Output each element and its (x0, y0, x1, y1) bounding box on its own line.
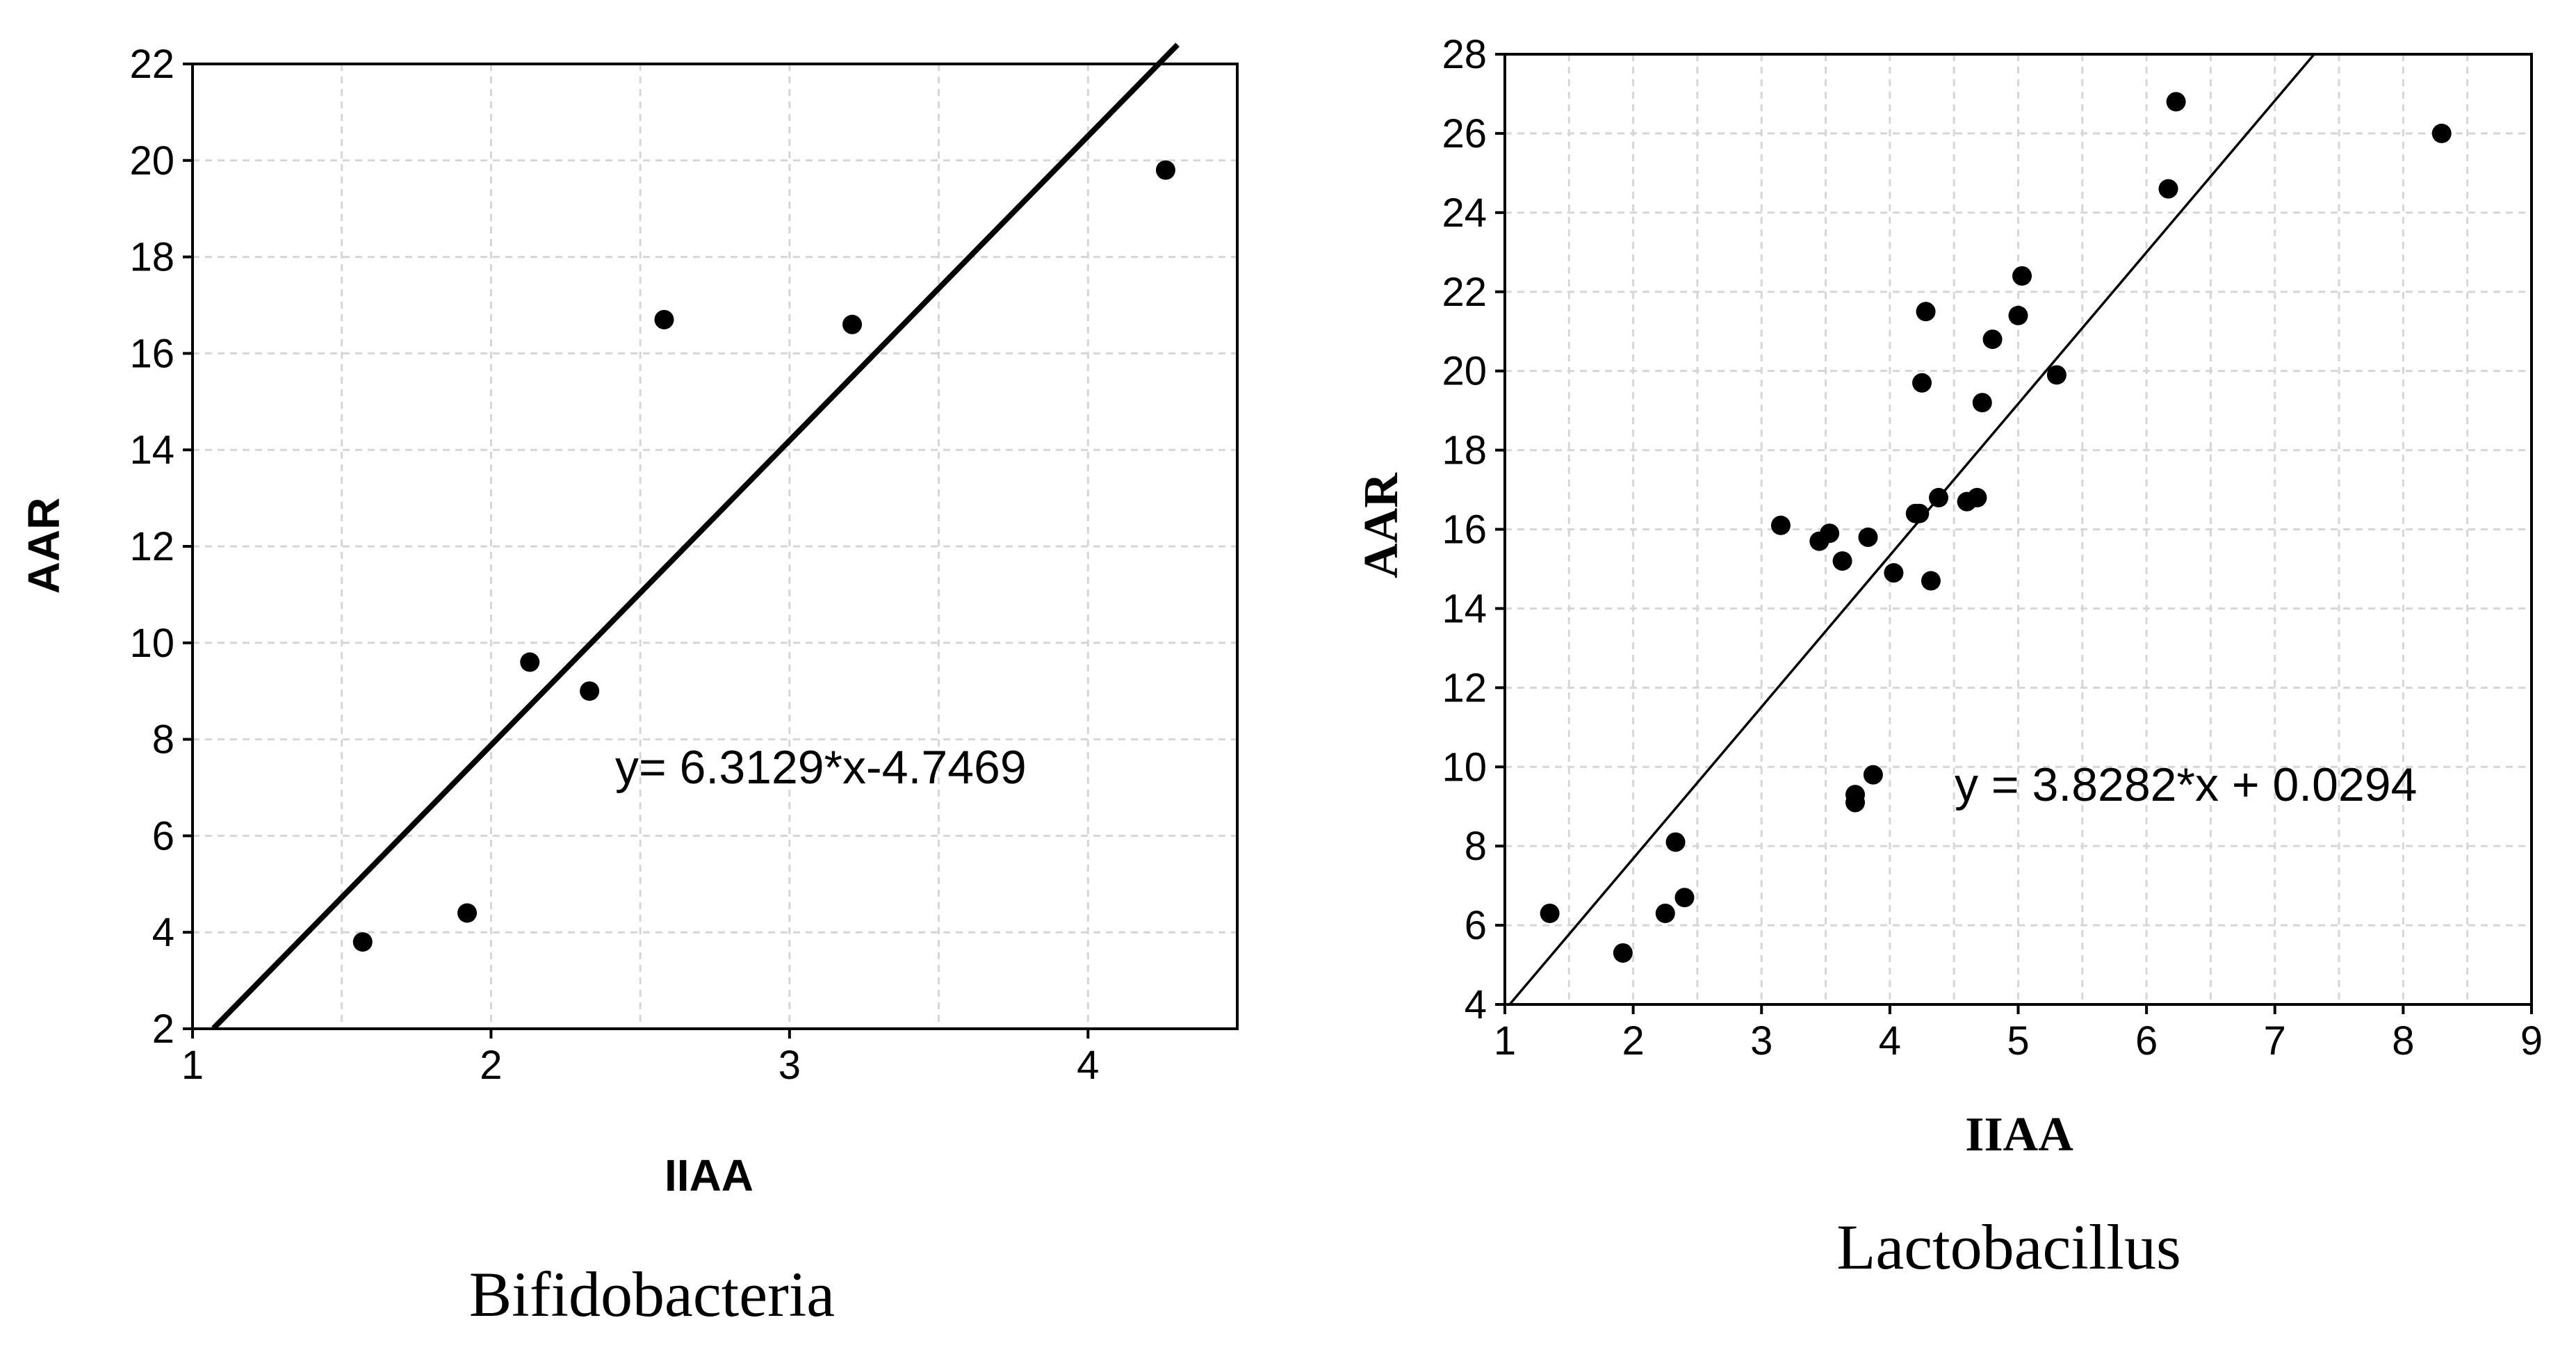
lacto-x-tick-label: 8 (2392, 1018, 2414, 1064)
bifido-data-point (654, 309, 674, 329)
lacto-y-tick-label: 14 (1442, 586, 1487, 631)
lacto-y-tick-label: 6 (1465, 903, 1487, 948)
lacto-data-point (1921, 571, 1941, 591)
bifido-regression-equation: y= 6.3129*x-4.7469 (615, 741, 1027, 794)
lacto-x-tick-label: 3 (1750, 1018, 1772, 1064)
lacto-data-point (2008, 305, 2028, 325)
lacto-data-point (1916, 302, 1936, 322)
lacto-x-axis-label: IIAA (1965, 1108, 2073, 1162)
lacto-data-point (1929, 487, 1949, 507)
bifido-y-tick-label: 18 (129, 235, 174, 280)
lacto-data-point (1967, 487, 1987, 507)
lacto-y-tick-label: 18 (1442, 428, 1487, 473)
lacto-data-point (1613, 943, 1633, 963)
lacto-data-point (2158, 179, 2178, 199)
bifido-y-tick-label: 14 (129, 427, 174, 473)
bifido-regression-line (211, 42, 1180, 1031)
bifido-y-tick-label: 6 (152, 813, 174, 858)
lacto-x-tick-label: 4 (1879, 1018, 1901, 1064)
lacto-data-point (1540, 903, 1560, 923)
bifido-y-tick-label: 12 (129, 524, 174, 569)
lacto-data-point (2166, 92, 2186, 112)
lacto-y-tick-label: 20 (1442, 349, 1487, 394)
lacto-x-tick-label: 7 (2264, 1018, 2286, 1064)
bifido-x-tick-label: 3 (778, 1043, 801, 1088)
lacto-data-point (1820, 523, 1840, 544)
lacto-data-point (1863, 765, 1883, 785)
lacto-y-tick-label: 16 (1442, 507, 1487, 553)
lacto-x-tick-label: 1 (1494, 1018, 1516, 1064)
bifido-y-axis-label: AAR (19, 498, 69, 594)
lacto-data-point (2012, 266, 2032, 286)
bifido-y-tick-label: 20 (129, 138, 174, 184)
lacto-y-tick-label: 10 (1442, 744, 1487, 790)
lacto-y-axis-label: AAR (1355, 472, 1408, 578)
bifido-y-tick-label: 8 (152, 717, 174, 763)
bifido-data-point (352, 932, 373, 952)
bifido-gridlines (193, 64, 1237, 1029)
bifido-x-tick-label: 2 (480, 1043, 502, 1088)
lacto-data-point (1832, 551, 1852, 571)
lacto-y-tick-label: 12 (1442, 665, 1487, 710)
lacto-y-tick-label: 4 (1465, 982, 1487, 1027)
bifido-x-tick-label: 4 (1077, 1043, 1099, 1088)
lacto-data-point (1884, 563, 1904, 583)
bifido-y-tick-label: 4 (152, 910, 174, 955)
bifido-x-tick-label: 1 (181, 1043, 204, 1088)
lacto-data-point (2431, 123, 2452, 143)
lacto-data-point (1858, 527, 1878, 547)
lacto-regression-equation: y = 3.8282*x + 0.0294 (1955, 758, 2417, 811)
lacto-data-point (1845, 792, 1866, 813)
bifido-data-point (842, 314, 863, 334)
bifido-data-point (457, 903, 478, 923)
lacto-y-tick-label: 26 (1442, 111, 1487, 156)
lacto-data-point (1655, 903, 1675, 923)
bifido-data-point (1155, 160, 1175, 180)
lacto-x-tick-label: 9 (2520, 1018, 2543, 1064)
bifido-data-point (580, 681, 600, 701)
lacto-y-tick-label: 28 (1442, 32, 1487, 77)
lacto-gridlines (1505, 54, 2532, 1004)
lacto-data-point (1909, 503, 1930, 523)
lacto-y-tick-label: 24 (1442, 190, 1487, 236)
lacto-data-point (1972, 393, 1992, 413)
bifido-y-tick-label: 16 (129, 331, 174, 376)
lacto-data-point (1982, 329, 2003, 350)
bifido-caption: Bifidobacteria (469, 1259, 835, 1330)
lacto-regression-line (1509, 53, 2316, 1005)
lacto-y-tick-label: 8 (1465, 824, 1487, 869)
bifido-data-point (520, 652, 540, 672)
bifido-y-tick-label: 22 (129, 42, 174, 87)
lacto-data-point (2046, 365, 2066, 385)
lacto-x-tick-label: 2 (1622, 1018, 1644, 1064)
lactobacillus-chart: AAR IIAA y = 3.8282*x + 0.0294 Lactobaci… (1355, 32, 2543, 1282)
lacto-x-tick-label: 6 (2135, 1018, 2158, 1064)
bifido-y-tick-label: 10 (129, 621, 174, 666)
lacto-data-point (1665, 832, 1686, 852)
lacto-data-point (1770, 515, 1791, 535)
lacto-x-tick-label: 5 (2007, 1018, 2029, 1064)
lacto-data-point (1912, 373, 1932, 393)
bifidobacteria-chart: AAR IIAA y= 6.3129*x-4.7469 Bifidobacter… (19, 42, 1239, 1330)
lacto-data-point (1674, 888, 1695, 908)
bifido-y-tick-label: 2 (152, 1007, 174, 1052)
lacto-caption: Lactobacillus (1836, 1212, 2181, 1282)
lacto-y-tick-label: 22 (1442, 270, 1487, 315)
bifido-x-axis-label: IIAA (665, 1150, 753, 1200)
